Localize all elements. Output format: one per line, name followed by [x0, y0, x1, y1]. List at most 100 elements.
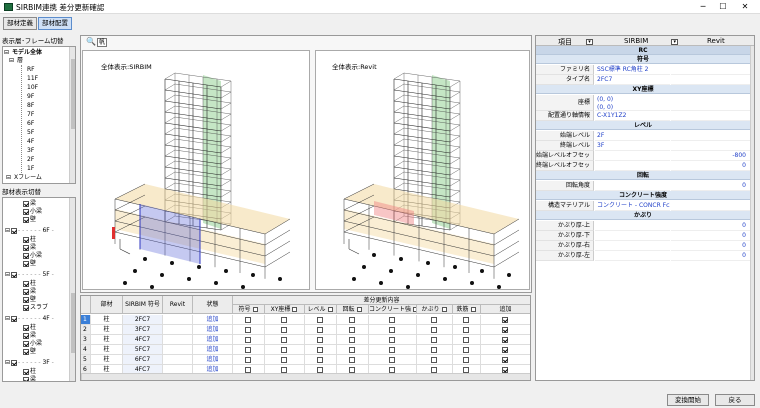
- grid-cell-revit[interactable]: [163, 315, 193, 325]
- tree-node[interactable]: モデル全体: [12, 49, 43, 56]
- checkbox[interactable]: [389, 326, 395, 333]
- prop-row[interactable]: かぶり厚-上 0: [536, 221, 750, 231]
- checkbox[interactable]: [463, 336, 469, 343]
- filter-dropdown-icon[interactable]: ▾: [586, 39, 593, 45]
- checkbox[interactable]: [349, 316, 355, 323]
- grid-cell-check[interactable]: [337, 335, 369, 345]
- row-index[interactable]: 4: [81, 345, 91, 355]
- prop-row[interactable]: 始端レベル 2F: [536, 131, 750, 141]
- tab-member-definition[interactable]: 部材定義: [3, 17, 37, 30]
- grid-subheader[interactable]: 鉄筋: [453, 305, 481, 314]
- prop-sirbim-value[interactable]: [595, 221, 670, 231]
- grid-cell-type[interactable]: 柱: [91, 315, 123, 325]
- grid-cell-check[interactable]: [481, 325, 530, 335]
- sirbim-3d-view[interactable]: 全体表示:SIRBIM: [82, 50, 310, 290]
- prop-row[interactable]: 終端レベルオフセット 0: [536, 161, 750, 179]
- checkbox[interactable]: [317, 366, 323, 373]
- checkbox[interactable]: [502, 316, 508, 323]
- grid-header[interactable]: SIRBIM 符号: [123, 296, 163, 314]
- prop-revit-value[interactable]: 0: [671, 231, 750, 241]
- grid-cell-check[interactable]: [337, 355, 369, 365]
- checkbox[interactable]: [281, 346, 287, 353]
- prop-sirbim-value[interactable]: [595, 231, 670, 241]
- checkbox[interactable]: [23, 348, 29, 355]
- checkbox[interactable]: [11, 227, 18, 234]
- prop-sirbim-value[interactable]: [595, 241, 670, 251]
- checkbox[interactable]: [23, 340, 29, 347]
- tree-node[interactable]: 5F: [27, 129, 35, 136]
- checkbox[interactable]: [11, 359, 18, 366]
- prop-revit-value[interactable]: 0: [671, 221, 750, 231]
- checkbox[interactable]: [502, 366, 508, 373]
- prop-sirbim-value[interactable]: (0, 0) (0, 0): [595, 95, 670, 111]
- grid-cell-check[interactable]: [265, 355, 305, 365]
- member-checkbox-item[interactable]: 小梁: [23, 340, 42, 348]
- checkbox[interactable]: [281, 316, 287, 323]
- member-checkbox-item[interactable]: 梁: [23, 288, 36, 296]
- checkbox[interactable]: [317, 356, 323, 363]
- grid-cell-check[interactable]: [417, 345, 453, 355]
- prop-revit-value[interactable]: [671, 95, 750, 111]
- prop-revit-value[interactable]: [671, 75, 750, 85]
- checkbox[interactable]: [11, 315, 18, 322]
- grid-cell-check[interactable]: [337, 315, 369, 325]
- filter-dropdown-icon[interactable]: [470, 307, 476, 312]
- grid-cell-sirbim[interactable]: 4FC7: [123, 335, 163, 345]
- back-button[interactable]: 戻る: [715, 394, 755, 406]
- tree-node[interactable]: 2F: [27, 156, 35, 163]
- checkbox[interactable]: [317, 346, 323, 353]
- grid-cell-check[interactable]: [233, 325, 265, 335]
- grid-cell-sirbim[interactable]: 2FC7: [123, 315, 163, 325]
- member-checkbox-item[interactable]: 柱: [23, 280, 36, 288]
- grid-cell-check[interactable]: [481, 315, 530, 325]
- checkbox[interactable]: [281, 366, 287, 373]
- filter-dropdown-icon[interactable]: [327, 307, 333, 312]
- grid-cell-sirbim[interactable]: 3FC7: [123, 325, 163, 335]
- row-index[interactable]: 2: [81, 325, 91, 335]
- checkbox[interactable]: [431, 346, 437, 353]
- start-conversion-button[interactable]: 変換開始: [667, 394, 709, 406]
- grid-subheader[interactable]: 回転: [337, 305, 369, 314]
- checkbox[interactable]: [23, 296, 29, 303]
- checkbox[interactable]: [317, 336, 323, 343]
- checkbox[interactable]: [349, 356, 355, 363]
- checkbox[interactable]: [463, 366, 469, 373]
- grid-cell-type[interactable]: 柱: [91, 325, 123, 335]
- checkbox[interactable]: [431, 366, 437, 373]
- checkbox[interactable]: [281, 326, 287, 333]
- checkbox[interactable]: [245, 326, 251, 333]
- member-checkbox-item[interactable]: 梁: [23, 376, 36, 381]
- grid-cell-check[interactable]: [481, 355, 530, 365]
- checkbox[interactable]: [389, 366, 395, 373]
- grid-cell-check[interactable]: [265, 345, 305, 355]
- member-checkbox-item[interactable]: 壁: [23, 260, 36, 268]
- member-checkbox-item[interactable]: 壁: [23, 216, 36, 224]
- fit-view-icon[interactable]: 帆: [97, 38, 107, 47]
- checkbox[interactable]: [463, 356, 469, 363]
- grid-cell-check[interactable]: [481, 335, 530, 345]
- grid-cell-check[interactable]: [265, 315, 305, 325]
- floor-group[interactable]: ⊟ - - - - - - 3F -: [5, 359, 54, 367]
- grid-cell-state[interactable]: 追加: [193, 345, 233, 355]
- checkbox[interactable]: [23, 200, 29, 207]
- checkbox[interactable]: [349, 336, 355, 343]
- tree-node[interactable]: RF: [27, 66, 35, 73]
- prop-revit-value[interactable]: 0: [671, 161, 750, 171]
- grid-cell-check[interactable]: [417, 325, 453, 335]
- tree-node[interactable]: 4F: [27, 138, 35, 145]
- prop-sirbim-value[interactable]: 2F: [595, 131, 670, 141]
- prop-revit-value[interactable]: [671, 131, 750, 141]
- grid-cell-check[interactable]: [369, 315, 417, 325]
- checkbox[interactable]: [23, 376, 29, 381]
- grid-cell-check[interactable]: [481, 345, 530, 355]
- checkbox[interactable]: [389, 336, 395, 343]
- grid-cell-check[interactable]: [369, 345, 417, 355]
- checkbox[interactable]: [502, 356, 508, 363]
- floor-group[interactable]: ⊟ - - - - - - 4F -: [5, 315, 54, 323]
- tree-node[interactable]: 11F: [27, 75, 39, 82]
- prop-sirbim-value[interactable]: [595, 161, 670, 171]
- checkbox[interactable]: [23, 252, 29, 259]
- prop-row[interactable]: かぶり厚-左 0: [536, 251, 750, 261]
- tree-expander-icon[interactable]: ⊟: [5, 359, 11, 366]
- member-checkbox-item[interactable]: 梁: [23, 200, 36, 208]
